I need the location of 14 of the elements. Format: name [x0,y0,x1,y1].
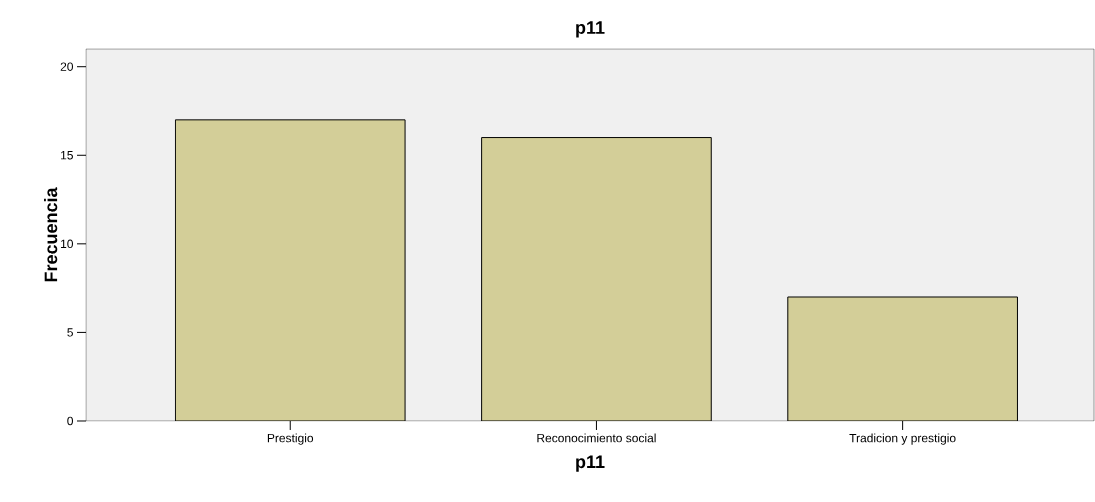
y-tick-label: 10 [61,239,74,249]
x-tick-label: Prestigio [267,433,314,445]
chart-title: p11 [576,21,605,38]
y-tick-label: 20 [60,62,74,71]
bar [481,137,712,421]
y-tick-label: 15 [61,151,73,160]
y-axis-title: Frecuencia [44,187,58,282]
bar [174,119,406,421]
y-tick-label: 5 [67,328,73,337]
bar [787,296,1018,421]
x-tick-label: Tradicion y prestigio [849,433,956,445]
x-tick-label: Reconocimiento social [537,433,656,443]
y-tick-label: 0 [67,416,74,426]
x-axis-title: p11 [576,455,605,472]
